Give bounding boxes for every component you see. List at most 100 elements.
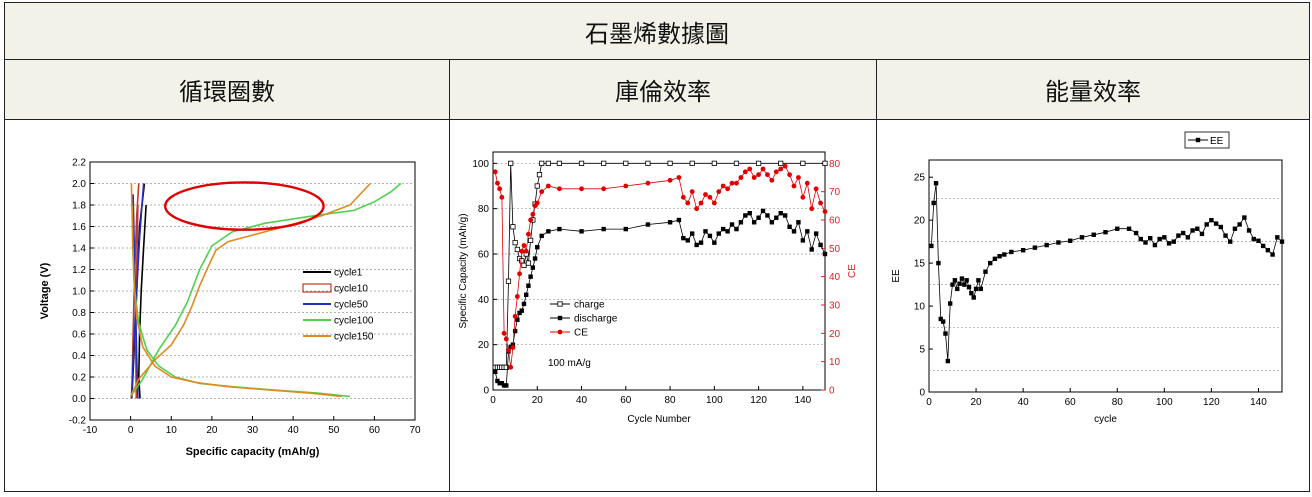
tick-label-y: 80 (478, 204, 490, 215)
data-point-CE (495, 180, 500, 186)
capacity-ce-chart: 0 20 40 60 80 100 0 10 20 30 40 50 60 70 80 0 20 40 60 80 10… (458, 151, 858, 425)
data-point-CE (742, 169, 748, 175)
data-point-CE (787, 172, 792, 178)
data-point-EE (1199, 231, 1205, 237)
data-point-charge (545, 160, 551, 166)
legend-marker-discharge (557, 315, 563, 321)
tick-label-y: 2.0 (72, 179, 86, 190)
tick-label-y: 0.8 (72, 308, 86, 319)
tick-label-x: 70 (409, 425, 421, 436)
data-point-discharge (493, 369, 498, 375)
data-point-EE (945, 358, 951, 364)
data-point-CE (751, 175, 757, 180)
data-point-discharge (579, 229, 584, 234)
data-point-EE (1056, 240, 1061, 245)
axis-label-y: EE (891, 269, 902, 283)
legend-label-cycle100: cycle100 (334, 316, 374, 327)
tick-label-x: 10 (166, 425, 178, 436)
tick-label-x: 20 (532, 395, 544, 406)
data-point-charge (534, 183, 540, 189)
data-point-CE (685, 200, 691, 206)
data-point-CE (813, 186, 819, 192)
tick-label-x: 0 (128, 425, 134, 436)
tick-label-x: 60 (1065, 397, 1077, 408)
data-point-CE (499, 194, 505, 200)
data-point-CE (760, 166, 766, 172)
data-point-CE (680, 194, 686, 200)
data-point-discharge (791, 229, 797, 234)
legend-marker-CE (557, 329, 563, 335)
data-point-charge (733, 160, 740, 166)
axis-label-x: cycle (1094, 414, 1117, 425)
data-point-CE (517, 271, 522, 277)
data-point-charge (689, 160, 695, 166)
data-point-discharge (524, 292, 529, 297)
data-point-CE (747, 166, 753, 172)
data-point-CE (508, 364, 514, 370)
data-point-EE (1246, 228, 1252, 233)
tick-label-y: 1.0 (72, 287, 86, 298)
data-point-discharge (756, 215, 761, 220)
data-point-charge (528, 237, 534, 243)
data-point-discharge (501, 383, 507, 388)
data-point-CE (809, 206, 815, 212)
table-title: 石墨烯數據圖 (3, 2, 1311, 60)
data-point-EE (973, 286, 979, 292)
data-point-CE (703, 192, 708, 197)
data-point-EE (1223, 233, 1228, 238)
data-point-discharge (787, 224, 792, 229)
data-point-EE (1020, 248, 1026, 253)
data-point-EE (1180, 230, 1186, 236)
data-point-charge (800, 160, 806, 166)
data-point-EE (997, 254, 1002, 259)
tick-label-y: 2.2 (72, 158, 86, 169)
tick-label-y2: 30 (829, 301, 841, 312)
data-point-EE (978, 286, 983, 292)
voltage-capacity-chart: -0.2 0.0 0.2 0.4 0.6 0.8 1.0 1.2 1.4 1.6 1.8 2.0 2.2… (39, 158, 421, 459)
tick-label-y: 1.8 (72, 201, 86, 212)
data-point-EE (1143, 240, 1148, 245)
tick-label-y: 5 (919, 345, 925, 356)
data-point-EE (931, 200, 936, 206)
data-point-EE (1152, 242, 1158, 248)
data-point-CE (698, 200, 704, 206)
data-point-CE (534, 200, 540, 206)
data-point-EE (1079, 235, 1085, 240)
data-point-EE (1115, 226, 1120, 231)
data-point-CE (557, 186, 562, 192)
tick-label-x: 0 (926, 397, 932, 408)
data-point-EE (1228, 239, 1233, 244)
legend-swatch-cycle10 (302, 283, 332, 293)
data-point-CE (528, 217, 534, 223)
tick-label-y2: 40 (829, 272, 841, 283)
data-point-charge (536, 172, 543, 178)
data-point-CE (756, 172, 761, 178)
data-point-EE (1138, 236, 1143, 242)
chart-cell-voltage: -0.2 0.0 0.2 0.4 0.6 0.8 1.0 1.2 1.4 1.6 1.8 2.0 2.2… (4, 119, 450, 492)
data-point-discharge (707, 233, 713, 239)
series-line-cycle1 (137, 204, 147, 399)
data-point-EE (987, 260, 993, 266)
data-point-CE (734, 180, 739, 186)
data-point-EE (1091, 232, 1096, 237)
data-point-discharge (645, 222, 651, 227)
tick-label-x: 50 (328, 425, 340, 436)
data-point-charge (601, 160, 607, 166)
data-point-discharge (519, 308, 524, 313)
energy-efficiency-chart: 0 5 10 15 20 25 0 20 40 60 80 100 120 140 cycle EE EE (891, 131, 1285, 425)
data-point-EE (940, 319, 946, 324)
data-point-CE (623, 183, 629, 189)
data-point-CE (711, 200, 717, 206)
data-point-discharge (546, 229, 551, 234)
data-point-EE (1279, 239, 1285, 244)
tick-label-y: 0 (919, 388, 925, 399)
data-point-charge (578, 160, 585, 166)
chart-cell-capacity-ce: 0 20 40 60 80 100 0 10 20 30 40 50 60 70 80 0 20 40 60 80 10… (449, 119, 877, 492)
tick-label-y: 25 (914, 173, 926, 184)
data-point-discharge (743, 213, 748, 218)
tick-label-y: 0.4 (72, 351, 86, 362)
data-point-CE (716, 189, 722, 195)
data-point-EE (992, 256, 998, 262)
data-point-discharge (517, 310, 522, 316)
data-point-CE (773, 169, 779, 175)
